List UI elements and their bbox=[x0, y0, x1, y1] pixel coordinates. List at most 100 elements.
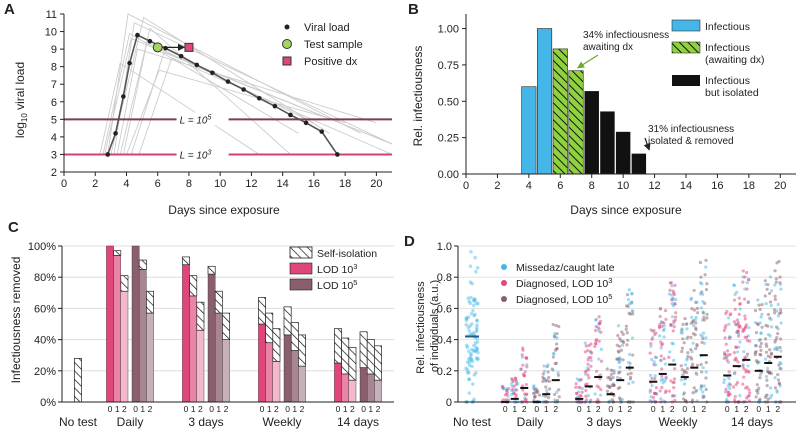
point-lod3 bbox=[658, 307, 663, 311]
point-lod5 bbox=[696, 311, 700, 315]
point-missed bbox=[476, 301, 480, 306]
point-lod3 bbox=[597, 327, 601, 331]
point-lod3 bbox=[650, 357, 654, 362]
point-lod5 bbox=[625, 331, 629, 335]
point-lod5 bbox=[757, 303, 761, 307]
point-lod3 bbox=[662, 335, 666, 339]
point-lod3 bbox=[653, 377, 657, 381]
point-lod5 bbox=[763, 395, 768, 399]
point-missed bbox=[473, 312, 477, 317]
legend-lod5-exp: 5 bbox=[353, 278, 357, 287]
bar-lod5-1-solid bbox=[367, 373, 375, 403]
point-lod3 bbox=[671, 381, 675, 385]
point-lod5 bbox=[552, 352, 556, 356]
point-missed bbox=[467, 360, 472, 364]
point-missed bbox=[475, 357, 480, 362]
x-tick-label: 20 bbox=[774, 180, 786, 192]
point-lod5 bbox=[631, 353, 635, 357]
viral-load-point bbox=[288, 112, 293, 118]
legend-lod3-exp: 3 bbox=[353, 262, 357, 271]
point-lod3 bbox=[741, 364, 745, 368]
point-lod5 bbox=[556, 373, 561, 377]
point-missed bbox=[474, 345, 478, 350]
point-missed bbox=[466, 315, 471, 319]
legend-missed-marker bbox=[501, 264, 507, 270]
category-label: Weekly bbox=[262, 415, 301, 429]
point-lod5 bbox=[765, 384, 769, 388]
point-lod5 bbox=[704, 265, 708, 269]
x-tick-label: 16 bbox=[711, 180, 723, 192]
legend-lod5-marker bbox=[501, 296, 507, 302]
point-lod3 bbox=[727, 316, 731, 320]
point-lod3 bbox=[743, 314, 747, 318]
legend-test-sample-marker bbox=[282, 39, 292, 49]
x-tick-label: 4 bbox=[526, 180, 532, 192]
bar-lod3-0-hatch bbox=[258, 297, 266, 325]
test-sample-marker bbox=[152, 42, 163, 53]
point-missed bbox=[472, 296, 477, 301]
point-lod3 bbox=[732, 372, 737, 376]
point-missed bbox=[464, 318, 469, 323]
y-tick-label: 8 bbox=[51, 62, 57, 74]
point-lod3 bbox=[586, 349, 590, 353]
panel-b-bars bbox=[521, 28, 647, 175]
point-lod3 bbox=[736, 334, 741, 338]
viral-load-point bbox=[178, 53, 184, 59]
point-lod5 bbox=[775, 390, 779, 394]
point-lod5 bbox=[683, 363, 688, 367]
point-lod5 bbox=[778, 361, 782, 365]
point-lod3 bbox=[660, 385, 664, 390]
x-tick-label: 8 bbox=[186, 178, 192, 190]
y-tick-label: 80% bbox=[34, 272, 56, 284]
point-lod5 bbox=[702, 315, 706, 319]
point-lod5 bbox=[753, 321, 758, 325]
point-lod5 bbox=[681, 397, 686, 401]
viral-load-point bbox=[241, 87, 246, 92]
point-lod5 bbox=[769, 289, 774, 293]
point-lod3 bbox=[671, 329, 675, 333]
background-trajectory bbox=[130, 52, 393, 155]
background-trajectory bbox=[110, 16, 330, 155]
point-lod3 bbox=[599, 393, 603, 397]
annotation-isolated-line2: isolated & removed bbox=[648, 136, 734, 147]
viral-load-point bbox=[225, 79, 231, 84]
point-lod3 bbox=[580, 390, 584, 394]
point-missed bbox=[471, 303, 476, 308]
annotation-awaiting-line1: 34% infectiousness bbox=[583, 30, 669, 41]
point-lod3 bbox=[722, 328, 726, 333]
point-lod3 bbox=[663, 362, 668, 366]
point-lod3 bbox=[593, 328, 598, 333]
point-lod5 bbox=[695, 344, 699, 348]
point-lod3 bbox=[726, 353, 730, 357]
bar-lod5-2-solid bbox=[298, 365, 306, 403]
point-lod3 bbox=[660, 324, 664, 329]
sub-tick-label: 2 bbox=[350, 404, 355, 414]
y-tick-label: 0.25 bbox=[438, 133, 459, 145]
point-missed bbox=[469, 322, 474, 326]
point-missed bbox=[467, 349, 471, 354]
point-missed bbox=[464, 343, 469, 348]
point-lod3 bbox=[669, 322, 673, 327]
point-lod5 bbox=[682, 341, 686, 345]
point-lod5 bbox=[699, 384, 704, 389]
point-lod5 bbox=[608, 385, 612, 390]
point-lod3 bbox=[733, 292, 737, 297]
point-missed bbox=[467, 363, 472, 368]
point-lod5 bbox=[609, 372, 613, 377]
point-missed bbox=[476, 350, 480, 355]
point-lod5 bbox=[610, 398, 615, 402]
point-lod3 bbox=[741, 269, 745, 273]
point-lod3 bbox=[649, 395, 653, 399]
point-missed bbox=[474, 269, 478, 274]
point-lod3 bbox=[722, 377, 727, 382]
point-lod3 bbox=[724, 342, 728, 346]
sub-tick-label: 2 bbox=[553, 404, 558, 414]
point-lod5 bbox=[779, 367, 783, 371]
point-lod3 bbox=[594, 339, 598, 343]
point-lod5 bbox=[620, 330, 624, 334]
legend-isolated-swatch bbox=[672, 75, 700, 86]
point-lod3 bbox=[587, 376, 591, 380]
